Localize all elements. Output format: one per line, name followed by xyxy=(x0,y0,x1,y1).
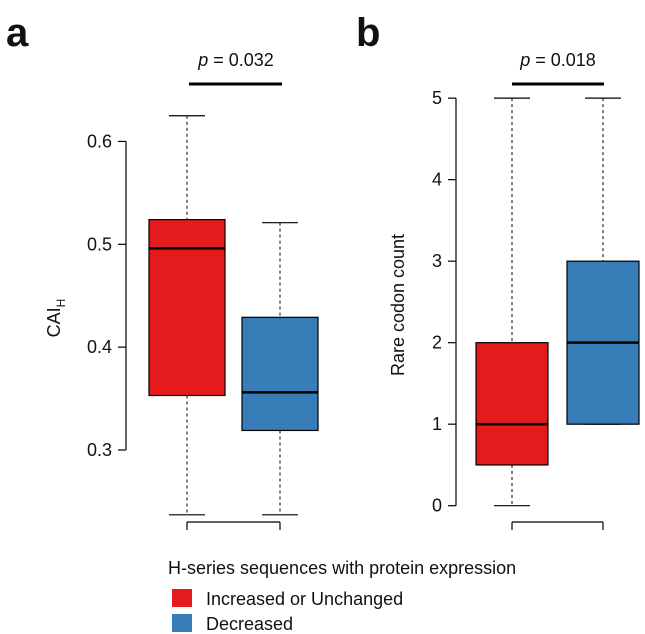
panel-b: b p = 0.018 Rare codon count 0 1 2 3 4 5 xyxy=(356,11,640,530)
legend: H-series sequences with protein expressi… xyxy=(168,558,516,634)
panel-b-box-decreased xyxy=(566,97,640,425)
panel-b-y-axis: 0 1 2 3 4 5 xyxy=(432,88,604,530)
panel-b-y-axis-title: Rare codon count xyxy=(388,234,408,376)
panel-b-box-rect xyxy=(475,342,549,466)
panel-a-boxes xyxy=(148,115,319,516)
panel-b-y-tick-label: 3 xyxy=(432,251,442,271)
legend-swatch-increased xyxy=(172,589,192,607)
panel-a: a p = 0.032 CAIH 0.3 0.4 0.5 0.6 xyxy=(6,11,319,530)
panel-a-y-tick-label: 0.3 xyxy=(87,440,112,460)
legend-label-increased: Increased or Unchanged xyxy=(206,589,403,609)
panel-b-boxes xyxy=(475,97,640,507)
panel-a-box-rect xyxy=(241,316,319,432)
panel-a-pvalue: p = 0.032 xyxy=(197,50,274,70)
panel-a-y-tick-label: 0.4 xyxy=(87,337,112,357)
panel-b-y-tick-label: 1 xyxy=(432,414,442,434)
panel-a-y-tick-label: 0.6 xyxy=(87,131,112,151)
panel-b-y-tick-label: 4 xyxy=(432,170,442,190)
panel-a-box-decreased xyxy=(241,222,319,516)
panel-a-letter: a xyxy=(6,11,29,55)
panel-a-box-increased xyxy=(148,115,226,516)
panel-b-y-tick-label: 0 xyxy=(432,496,442,516)
panel-b-y-tick-label: 2 xyxy=(432,333,442,353)
panel-b-box-increased xyxy=(475,97,549,507)
legend-swatch-decreased xyxy=(172,614,192,632)
legend-title: H-series sequences with protein expressi… xyxy=(168,558,516,578)
panel-b-y-tick-label: 5 xyxy=(432,88,442,108)
panel-a-box-rect xyxy=(148,219,226,397)
panel-b-pvalue: p = 0.018 xyxy=(519,50,596,70)
panel-a-y-axis: 0.3 0.4 0.5 0.6 xyxy=(87,131,281,530)
legend-label-decreased: Decreased xyxy=(206,614,293,634)
panel-b-letter: b xyxy=(356,11,380,55)
panel-a-y-tick-label: 0.5 xyxy=(87,234,112,254)
panel-a-y-axis-title: CAIH xyxy=(44,299,68,338)
